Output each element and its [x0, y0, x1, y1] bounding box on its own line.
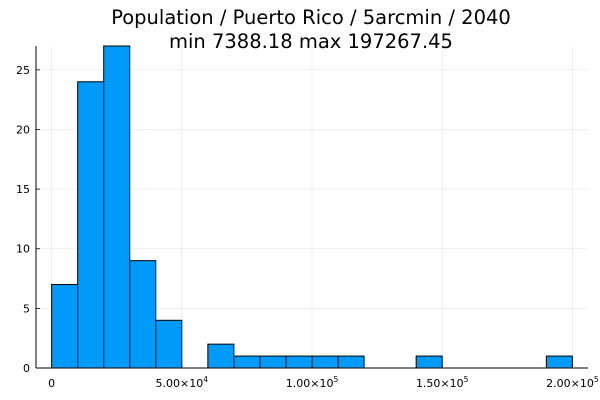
y-tick-label-3: 15 — [16, 183, 30, 196]
chart-title-line1: Population / Puerto Rico / 5arcmin / 204… — [111, 6, 511, 29]
x-tick-label-3: 1.50×105 — [416, 375, 469, 390]
histogram-bar-0 — [51, 284, 79, 369]
histogram-bar-1 — [77, 81, 105, 369]
histogram-bar-4 — [155, 319, 183, 369]
histogram-bar-7 — [233, 355, 261, 369]
y-tick-label-0: 0 — [23, 362, 30, 375]
tick-labels: 0 5.00×104 1.00×105 1.50×105 2.00×105 0 5 10 15 2… — [16, 64, 599, 390]
y-tick-label-1: 5 — [23, 302, 30, 315]
x-tick-label-1: 5.00×104 — [156, 375, 209, 390]
x-tick-label-4: 2.00×105 — [546, 375, 599, 390]
histogram-bars — [51, 45, 573, 369]
histogram-bar-9 — [285, 355, 313, 369]
y-tick-label-2: 10 — [16, 243, 30, 256]
histogram-bar-14 — [415, 355, 443, 369]
y-tick-label-4: 20 — [16, 123, 30, 136]
y-tick-label-5: 25 — [16, 64, 30, 77]
histogram-bar-3 — [129, 260, 157, 369]
histogram-bar-6 — [207, 343, 235, 369]
histogram-bar-11 — [337, 355, 365, 369]
axes — [35, 46, 588, 369]
histogram-bar-10 — [311, 355, 339, 369]
chart-title-line2: min 7388.18 max 197267.45 — [169, 30, 453, 53]
histogram-bar-2 — [103, 45, 131, 369]
histogram-bar-8 — [259, 355, 287, 369]
x-tick-label-0: 0 — [48, 377, 55, 390]
x-tick-label-2: 1.00×105 — [286, 375, 339, 390]
histogram-bar-19 — [545, 355, 573, 369]
